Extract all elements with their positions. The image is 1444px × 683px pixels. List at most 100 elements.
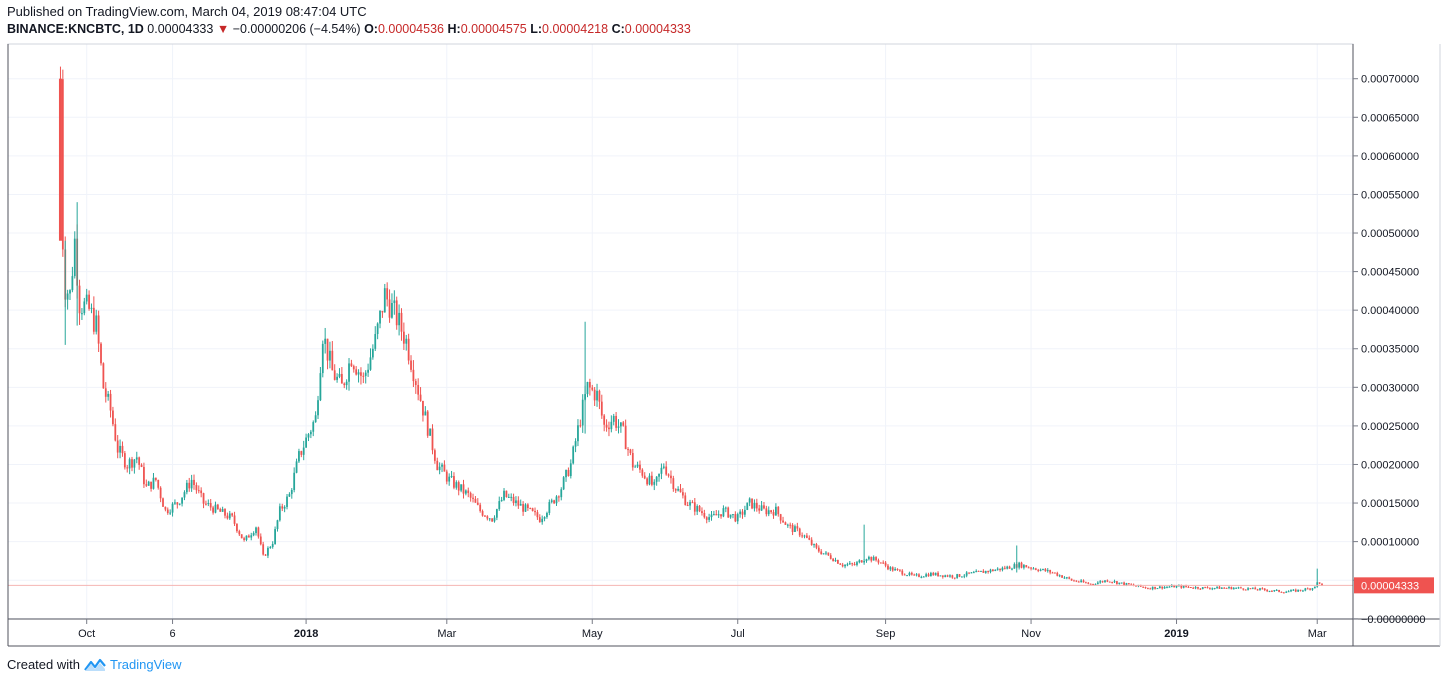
candle-body: [298, 451, 300, 462]
candle-body: [371, 348, 374, 358]
candle-body: [808, 537, 811, 540]
candle-body: [1311, 588, 1314, 590]
candle-body: [302, 447, 305, 455]
candle-body: [1051, 572, 1054, 574]
candle-body: [815, 544, 818, 548]
candle-body: [505, 490, 508, 498]
candle-body: [467, 490, 470, 494]
candle-body: [882, 562, 885, 564]
candle-body: [376, 323, 379, 335]
x-tick-label: 2018: [294, 628, 318, 640]
candle-body: [841, 564, 844, 567]
candle-body: [231, 513, 234, 516]
candle-body: [1302, 590, 1304, 592]
y-tick-label: −0.00000000: [1361, 614, 1426, 626]
candle-body: [1042, 568, 1044, 570]
candle-body: [1087, 582, 1090, 584]
candle-body: [448, 476, 451, 482]
candle-body: [457, 482, 460, 491]
candle-body: [746, 502, 749, 510]
candle-body: [283, 506, 286, 509]
candle-body: [1101, 581, 1104, 583]
candle-body: [1242, 588, 1245, 590]
candle-body: [73, 238, 76, 277]
candle-body: [391, 303, 393, 318]
candle-body: [727, 507, 730, 518]
candle-body: [567, 469, 570, 477]
open-label: O:: [364, 22, 378, 36]
candle-body: [288, 494, 291, 497]
candle-body: [462, 484, 465, 494]
candle-body: [1023, 565, 1025, 568]
candle-body: [367, 369, 369, 373]
candle-body: [975, 570, 978, 573]
candle-body: [736, 514, 739, 522]
candle-body: [364, 372, 367, 376]
candle-body: [1075, 580, 1078, 582]
candle-body: [133, 459, 136, 468]
candle-body: [1282, 592, 1285, 594]
candle-body: [615, 415, 618, 428]
candle-body: [114, 424, 117, 441]
candle-body: [898, 569, 901, 571]
candle-body: [343, 383, 346, 386]
candle-body: [1251, 587, 1254, 589]
candle-body: [946, 575, 949, 577]
price-axis[interactable]: 0.00070000 0.00065000 0.00060000 0.00055000…: [1353, 74, 1434, 626]
candle-body: [994, 569, 997, 572]
down-arrow-icon: ▼: [216, 22, 230, 36]
candle-body: [233, 515, 236, 524]
candle-body: [138, 457, 141, 465]
time-axis[interactable]: Oct 6 2018 Mar May Jul Sep Nov 2019 Mar: [78, 619, 1327, 640]
candle-body: [655, 476, 658, 482]
candle-body: [238, 531, 241, 535]
candle-body: [355, 369, 358, 375]
tradingview-brand[interactable]: TradingView: [109, 657, 182, 672]
candle-body: [436, 460, 439, 471]
last-price-label: 0.00004333: [1361, 580, 1419, 592]
candle-body: [858, 560, 861, 563]
candle-body: [648, 475, 651, 485]
candle-body: [791, 524, 794, 532]
candle-body: [1271, 590, 1273, 592]
candle-body: [748, 498, 751, 503]
candle-body: [61, 79, 64, 250]
candle-body: [1292, 589, 1295, 591]
candle-body: [949, 575, 951, 577]
candle-body: [331, 350, 334, 371]
candle-body: [915, 574, 918, 576]
candle-body: [1185, 585, 1187, 587]
y-tick-label: 0.00020000: [1361, 459, 1419, 471]
candle-body: [603, 415, 606, 425]
candle-body: [493, 517, 496, 522]
candle-body: [252, 533, 255, 536]
y-tick-label: 0.00030000: [1361, 382, 1419, 394]
candle-body: [1266, 590, 1269, 592]
x-tick-label: Sep: [876, 628, 896, 640]
candle-body: [1094, 584, 1097, 586]
candle-body: [856, 562, 858, 565]
y-tick-label: 0.00025000: [1361, 421, 1419, 433]
high-label: H:: [447, 22, 461, 36]
candle-body: [1044, 568, 1047, 572]
created-with-text: Created with: [7, 657, 80, 672]
candle-body: [734, 514, 737, 522]
candle-body: [159, 487, 162, 499]
candle-body: [441, 464, 443, 467]
candle-body: [507, 496, 510, 498]
candle-body: [879, 562, 882, 564]
candle-body: [1209, 588, 1211, 590]
candle-body: [872, 557, 875, 561]
candle-body: [1306, 588, 1309, 590]
candle-body: [672, 478, 675, 489]
candle-body: [536, 512, 539, 518]
candle-body: [579, 425, 582, 427]
candle-body: [388, 299, 391, 318]
candle-body: [980, 570, 982, 572]
candle-body: [732, 514, 734, 516]
plot-border: [7, 43, 1354, 620]
candle-body: [989, 569, 992, 572]
candle-body: [162, 498, 164, 507]
candle-body: [386, 288, 389, 300]
